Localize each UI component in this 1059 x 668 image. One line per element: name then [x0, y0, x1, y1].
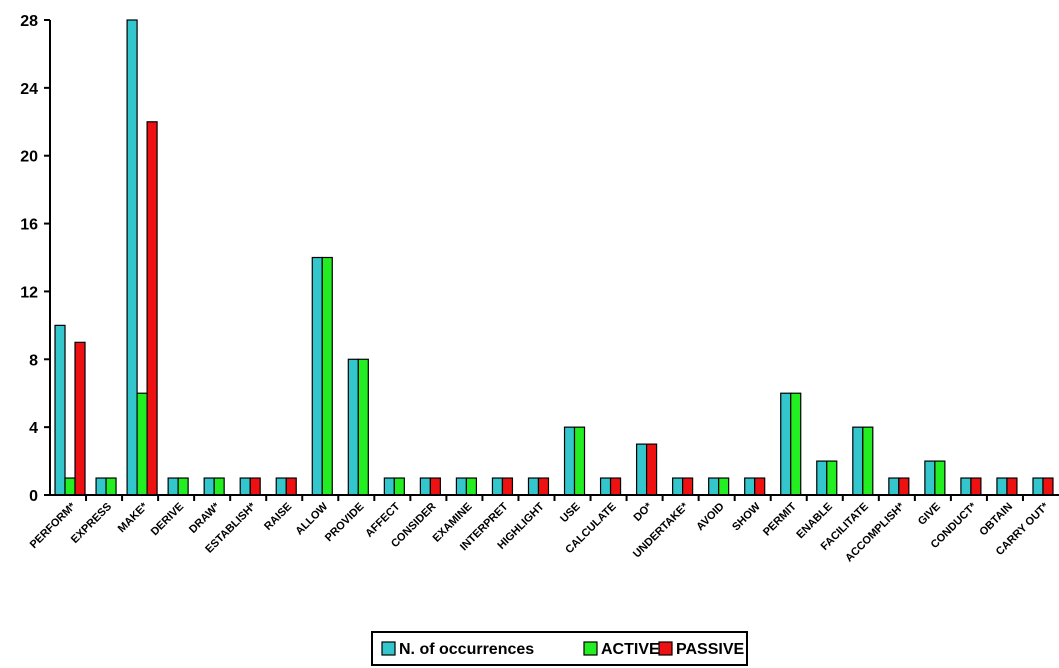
y-tick-label: 20: [20, 149, 38, 166]
bar-express-active: [105, 477, 117, 496]
bar-avoid-active: [718, 477, 730, 496]
x-axis: PERFORM*EXPRESS MAKE*DERIVE DRAW*ESTABLISH…: [28, 494, 1059, 564]
x-category-label: AVOID: [694, 501, 727, 534]
bar-raise-n-of-occurrences: [275, 477, 287, 496]
bar-show-passive: [754, 477, 766, 496]
bar-draw-active: [213, 477, 225, 496]
y-tick-label: 8: [29, 352, 38, 369]
x-category-label: PERFORM*: [28, 500, 79, 551]
y-tick-label: 0: [29, 488, 38, 505]
y-tick-label: 28: [20, 13, 38, 30]
bar-calculate-n-of-occurrences: [599, 477, 612, 496]
bar-obtain-passive: [1006, 477, 1018, 496]
bar-facilitate-active: [862, 426, 874, 496]
bar-make-n-of-occurrences: [126, 19, 138, 496]
bar-perform-active: [64, 477, 76, 496]
x-category-label: GIVE: [916, 501, 943, 528]
bar-avoid-n-of-occurrences: [708, 477, 720, 496]
bar-conduct-passive: [970, 477, 982, 496]
bar-allow-n-of-occurrences: [311, 256, 323, 496]
y-tick-label: 4: [29, 420, 38, 437]
legend-label-active: ACTIVE: [601, 641, 660, 658]
bar-use-n-of-occurrences: [563, 426, 576, 496]
x-category-label: PROVIDE: [323, 501, 366, 544]
legend-swatch-occurrences: [381, 641, 396, 656]
bar-undertake-passive: [682, 477, 694, 496]
bar-obtain-n-of-occurrences: [996, 477, 1008, 496]
bar-consider-passive: [429, 477, 441, 496]
bar-interpret-n-of-occurrences: [491, 477, 504, 496]
y-tick-label: 12: [20, 284, 38, 301]
bar-derive-n-of-occurrences: [167, 477, 179, 496]
bar-express-n-of-occurrences: [95, 477, 107, 496]
bar-highlight-passive: [537, 477, 550, 496]
bar-make-active: [136, 392, 148, 496]
legend-label-occurrences: N. of occurrences: [399, 641, 534, 658]
bar-highlight-n-of-occurrences: [527, 477, 540, 496]
bar-draw-n-of-occurrences: [203, 477, 215, 496]
bar-consider-n-of-occurrences: [419, 477, 431, 496]
x-category-label: MAKE*: [116, 500, 151, 535]
bar-affect-active: [393, 477, 405, 496]
bar-affect-n-of-occurrences: [383, 477, 395, 496]
legend: N. of occurrences ACTIVE PASSIVE: [371, 631, 748, 666]
bar-use-active: [573, 426, 586, 496]
bar-give-active: [934, 460, 946, 496]
bar-establish-n-of-occurrences: [239, 477, 251, 496]
bar-derive-active: [177, 477, 189, 496]
y-tick-label: 24: [20, 81, 38, 98]
bar-enable-n-of-occurrences: [816, 460, 828, 496]
bar-allow-active: [321, 256, 333, 496]
bar-accomplish-n-of-occurrences: [888, 477, 900, 496]
bar-examine-n-of-occurrences: [455, 477, 468, 496]
bar-conduct-n-of-occurrences: [960, 477, 972, 496]
legend-box: [371, 631, 748, 666]
bar-accomplish-passive: [898, 477, 910, 496]
x-category-label: DRAW*: [187, 500, 223, 536]
bar-provide-active: [357, 358, 369, 496]
bar-establish-passive: [249, 477, 261, 496]
bar-carry-out-n-of-occurrences: [1032, 477, 1044, 496]
y-axis: 0 4 8 12 16 20 24 28: [20, 13, 51, 505]
bar-facilitate-n-of-occurrences: [852, 426, 864, 496]
bar-perform-n-of-occurrences: [54, 324, 66, 496]
bar-calculate-passive: [609, 477, 622, 496]
bar-raise-passive: [285, 477, 297, 496]
bar-permit-n-of-occurrences: [780, 392, 792, 496]
bar-carry-out-passive: [1042, 477, 1054, 496]
bar-make-passive: [146, 121, 158, 496]
bar-show-n-of-occurrences: [744, 477, 756, 496]
bars: [54, 19, 1054, 496]
bar-provide-n-of-occurrences: [347, 358, 359, 496]
bar-enable-active: [826, 460, 838, 496]
bar-perform-passive: [74, 341, 86, 496]
x-category-label: SHOW: [730, 500, 763, 533]
bar-interpret-passive: [501, 477, 514, 496]
bar-do-n-of-occurrences: [635, 443, 648, 496]
x-category-label: DO*: [632, 500, 656, 524]
x-category-label: RAISE: [262, 501, 294, 533]
bar-permit-active: [790, 392, 802, 496]
bar-undertake-n-of-occurrences: [672, 477, 684, 496]
legend-label-passive: PASSIVE: [676, 641, 745, 658]
y-tick-label: 16: [20, 217, 38, 234]
legend-swatch-passive: [658, 641, 673, 656]
x-category-label: DERIVE: [149, 501, 186, 538]
bar-do-passive: [645, 443, 658, 496]
bar-examine-active: [465, 477, 478, 496]
x-category-label: USE: [558, 501, 582, 525]
bar-give-n-of-occurrences: [924, 460, 936, 496]
legend-swatch-active: [583, 641, 598, 656]
